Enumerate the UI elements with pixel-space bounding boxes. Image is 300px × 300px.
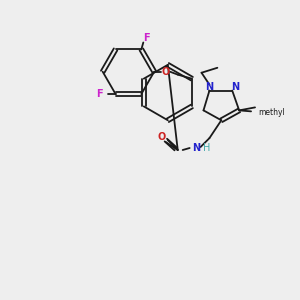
Text: methyl: methyl [258, 108, 285, 117]
Text: F: F [96, 89, 103, 99]
Text: N: N [206, 82, 214, 92]
Text: N: N [231, 82, 239, 92]
Text: O: O [158, 132, 166, 142]
Text: H: H [203, 143, 210, 153]
Text: O: O [162, 67, 170, 77]
Text: N: N [193, 143, 201, 153]
Text: F: F [143, 32, 150, 43]
